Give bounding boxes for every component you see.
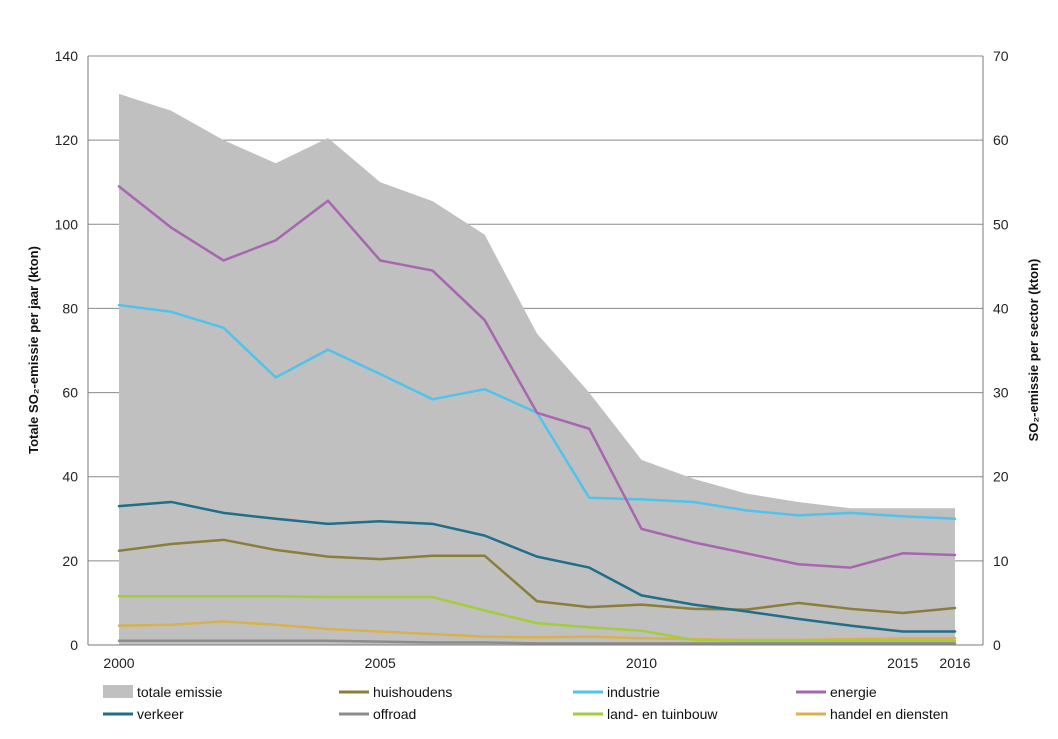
legend-label: industrie (607, 684, 660, 700)
right-tick-label: 10 (993, 553, 1009, 569)
legend-label: verkeer (137, 706, 184, 722)
total-emission-area (119, 93, 955, 646)
right-tick-label: 0 (993, 637, 1001, 653)
legend-item: totale emissie (103, 684, 223, 700)
series-line-huishoudens (117, 538, 957, 615)
left-tick-label: 0 (70, 637, 78, 653)
legend-label: land- en tuinbouw (607, 706, 718, 722)
right-tick-label: 60 (993, 132, 1009, 148)
series-line-energie (117, 185, 957, 569)
x-tick-label: 2005 (365, 655, 396, 671)
left-axis-ticks: 0 20 40 60 80 100 120 140 (55, 48, 79, 653)
x-tick-label: 2000 (103, 655, 134, 671)
right-axis-title: SO₂-emissie per sector (kton) (1026, 259, 1041, 442)
left-tick-label: 20 (62, 553, 78, 569)
legend-label: huishoudens (373, 684, 452, 700)
right-tick-label: 50 (993, 216, 1009, 232)
series-line-offroad (117, 639, 957, 645)
legend-label: energie (830, 684, 877, 700)
total-emission-area-layer (119, 93, 955, 646)
legend-item: industrie (573, 684, 660, 700)
x-axis-ticks: 2000 2005 2010 2015 2016 (103, 655, 970, 671)
legend-item: verkeer (103, 706, 184, 722)
left-tick-label: 60 (62, 385, 78, 401)
legend-label: handel en diensten (830, 706, 948, 722)
x-tick-label: 2016 (939, 655, 970, 671)
legend-item: land- en tuinbouw (573, 706, 718, 722)
right-tick-label: 20 (993, 469, 1009, 485)
left-tick-label: 100 (55, 216, 79, 232)
right-axis-ticks: 0 10 20 30 40 50 60 70 (993, 48, 1009, 653)
left-tick-label: 120 (55, 132, 79, 148)
legend-item: huishoudens (339, 684, 452, 700)
left-axis-title: Totale SO₂-emissie per jaar (kton) (26, 246, 41, 454)
legend-swatch (103, 685, 133, 698)
axes (87, 56, 984, 646)
series-line-land-en-tuinbouw (117, 594, 957, 643)
series-line-verkeer (117, 500, 957, 633)
sector-lines-layer (117, 185, 957, 645)
legend: totale emissie huishoudens industrie energi… (103, 684, 948, 722)
right-tick-label: 40 (993, 300, 1009, 316)
right-tick-label: 70 (993, 48, 1009, 64)
legend-label: totale emissie (137, 684, 223, 700)
legend-item: handel en diensten (796, 706, 948, 722)
left-tick-label: 140 (55, 48, 79, 64)
legend-item: energie (796, 684, 877, 700)
right-tick-label: 30 (993, 385, 1009, 401)
x-tick-label: 2010 (626, 655, 657, 671)
left-tick-label: 80 (62, 300, 78, 316)
legend-label: offroad (373, 706, 416, 722)
x-tick-label: 2015 (887, 655, 918, 671)
left-tick-label: 40 (62, 469, 78, 485)
legend-item: offroad (339, 706, 416, 722)
